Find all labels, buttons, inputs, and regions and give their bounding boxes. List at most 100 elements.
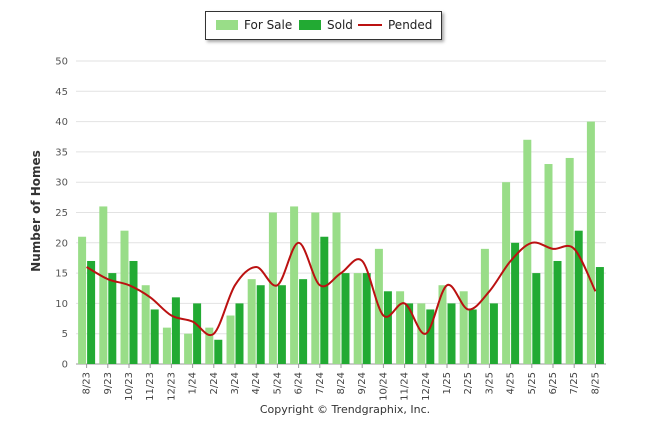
x-tick-label: 4/24 — [251, 372, 262, 394]
legend-item-pended: Pended — [358, 18, 432, 32]
x-tick-label: 11/24 — [400, 372, 411, 401]
bar-for-sale — [544, 164, 553, 364]
bar-for-sale — [459, 291, 468, 364]
x-tick-label: 3/24 — [230, 372, 241, 394]
legend-label-for-sale: For Sale — [244, 18, 293, 32]
y-tick-label: 25 — [55, 208, 68, 219]
bar-sold — [426, 309, 435, 364]
bar-sold — [447, 303, 456, 364]
bar-sold — [108, 273, 117, 364]
bar-sold — [193, 303, 202, 364]
y-tick-label: 50 — [55, 57, 68, 68]
bar-sold — [405, 303, 414, 364]
bar-sold — [595, 267, 604, 364]
bar-for-sale — [78, 236, 87, 364]
x-tick-label: 5/25 — [527, 372, 538, 394]
x-tick-label: 3/25 — [484, 372, 495, 394]
x-tick-label: 9/24 — [357, 372, 368, 394]
bar-for-sale — [162, 327, 171, 364]
bar-sold — [553, 260, 562, 364]
bar-sold — [214, 339, 223, 364]
bar-for-sale — [290, 206, 299, 364]
legend-swatch-sold — [299, 20, 321, 30]
legend-label-pended: Pended — [388, 18, 433, 32]
bar-for-sale — [184, 333, 193, 364]
x-tick-label: 11/23 — [145, 372, 156, 401]
y-tick-label: 35 — [55, 147, 68, 158]
bar-sold — [256, 285, 265, 364]
bar-for-sale — [523, 139, 532, 364]
x-tick-label: 6/24 — [294, 372, 305, 394]
legend-swatch-pended — [358, 24, 382, 26]
bar-for-sale — [205, 327, 214, 364]
x-tick-label: 1/24 — [188, 372, 199, 394]
x-tick-label: 6/25 — [548, 372, 559, 394]
bar-for-sale — [332, 212, 341, 364]
bar-sold — [574, 230, 583, 364]
x-tick-label: 10/24 — [378, 372, 389, 401]
x-tick-label: 10/23 — [124, 372, 135, 401]
bar-for-sale — [502, 182, 511, 364]
bar-sold — [320, 236, 329, 364]
bar-for-sale — [268, 212, 277, 364]
x-tick-label: 8/23 — [82, 372, 93, 394]
bar-sold — [489, 303, 498, 364]
y-tick-label: 10 — [55, 299, 68, 310]
bar-for-sale — [353, 273, 362, 364]
bar-for-sale — [120, 230, 129, 364]
bar-for-sale — [586, 121, 595, 364]
bar-for-sale — [396, 291, 405, 364]
bar-sold — [468, 309, 477, 364]
copyright-footer: Copyright © Trendgraphix, Inc. — [259, 403, 431, 416]
bar-sold — [511, 242, 520, 364]
bar-sold — [129, 260, 138, 364]
legend-item-sold: Sold — [299, 18, 353, 32]
x-tick-label: 12/23 — [166, 372, 177, 401]
x-tick-label: 2/25 — [463, 372, 474, 394]
bar-for-sale — [480, 248, 489, 364]
bar-sold — [299, 279, 308, 364]
bar-for-sale — [311, 212, 320, 364]
bar-for-sale — [565, 157, 574, 364]
bar-for-sale — [226, 315, 235, 364]
x-tick-label: 7/24 — [315, 372, 326, 394]
bar-sold — [383, 291, 392, 364]
bar-for-sale — [438, 285, 447, 364]
bar-sold — [87, 260, 96, 364]
bar-sold — [362, 273, 371, 364]
y-tick-label: 30 — [55, 178, 68, 189]
bar-for-sale — [417, 303, 426, 364]
bar-sold — [235, 303, 244, 364]
x-tick-label: 2/24 — [209, 372, 220, 394]
y-tick-label: 40 — [55, 117, 68, 128]
bar-sold — [171, 297, 180, 364]
bar-sold — [150, 309, 159, 364]
bar-sold — [532, 273, 541, 364]
x-tick-label: 7/25 — [569, 372, 580, 394]
x-tick-label: 5/24 — [272, 372, 283, 394]
legend-swatch-for-sale — [216, 20, 238, 30]
x-tick-label: 1/25 — [442, 372, 453, 394]
bar-for-sale — [141, 285, 150, 364]
y-tick-label: 0 — [62, 360, 68, 371]
y-axis-label: Number of Homes — [29, 150, 43, 272]
y-tick-label: 15 — [55, 269, 68, 280]
x-tick-label: 12/24 — [421, 372, 432, 401]
bar-for-sale — [247, 279, 256, 364]
legend-item-for-sale: For Sale — [216, 18, 292, 32]
bar-for-sale — [99, 206, 108, 364]
x-tick-label: 4/25 — [506, 372, 517, 394]
x-tick-label: 9/23 — [103, 372, 114, 394]
y-tick-label: 20 — [55, 238, 68, 249]
legend-label-sold: Sold — [327, 18, 353, 32]
x-tick-label: 8/25 — [590, 372, 601, 394]
line-pended — [86, 241, 597, 337]
bar-sold — [341, 273, 350, 364]
x-tick-label: 8/24 — [336, 372, 347, 394]
y-tick-label: 5 — [62, 329, 68, 340]
legend: For Sale Sold Pended — [205, 11, 442, 40]
bar-sold — [277, 285, 286, 364]
y-tick-label: 45 — [55, 87, 68, 98]
